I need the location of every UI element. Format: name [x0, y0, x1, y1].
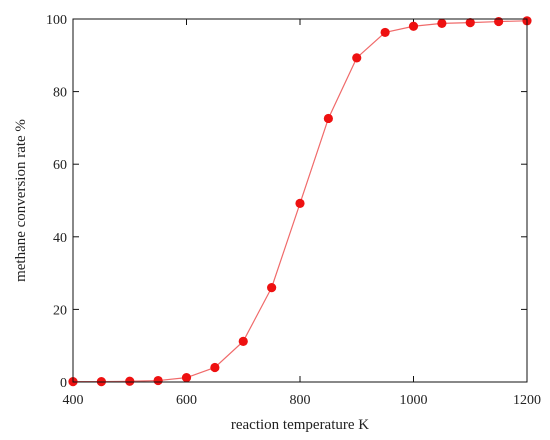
data-point: [352, 53, 362, 63]
data-point: [465, 18, 475, 28]
y-tick-label: 80: [53, 86, 67, 101]
data-point: [380, 27, 390, 38]
x-tick-label: 400: [63, 393, 84, 408]
data-point: [323, 113, 333, 124]
data-point: [153, 375, 163, 386]
data-point: [210, 362, 220, 373]
data-point: [437, 18, 447, 28]
data-point: [494, 16, 504, 27]
y-tick-label: 20: [53, 303, 67, 318]
y-axis-title: methane conversion rate %: [13, 119, 29, 282]
data-point: [238, 336, 248, 346]
y-axis-ticks: 0 20 40 60 80 100: [46, 13, 527, 391]
x-axis-title: reaction temperature K: [231, 417, 369, 433]
data-point: [267, 283, 277, 293]
y-tick-label: 100: [46, 13, 67, 28]
x-axis-ticks: 400 600 800 1000 1200: [63, 19, 541, 408]
x-tick-label: 1200: [513, 393, 541, 408]
y-tick-label: 40: [53, 231, 67, 246]
series-layer: [68, 16, 532, 387]
x-tick-label: 800: [290, 393, 311, 408]
data-point: [181, 373, 192, 383]
x-tick-label: 1000: [400, 393, 428, 408]
plot-frame: [72, 18, 528, 383]
data-point: [295, 198, 305, 208]
x-tick-label: 600: [176, 393, 197, 408]
y-tick-label: 0: [60, 376, 67, 391]
data-point: [125, 376, 135, 386]
y-tick-label: 60: [53, 158, 67, 173]
data-point: [408, 21, 419, 31]
